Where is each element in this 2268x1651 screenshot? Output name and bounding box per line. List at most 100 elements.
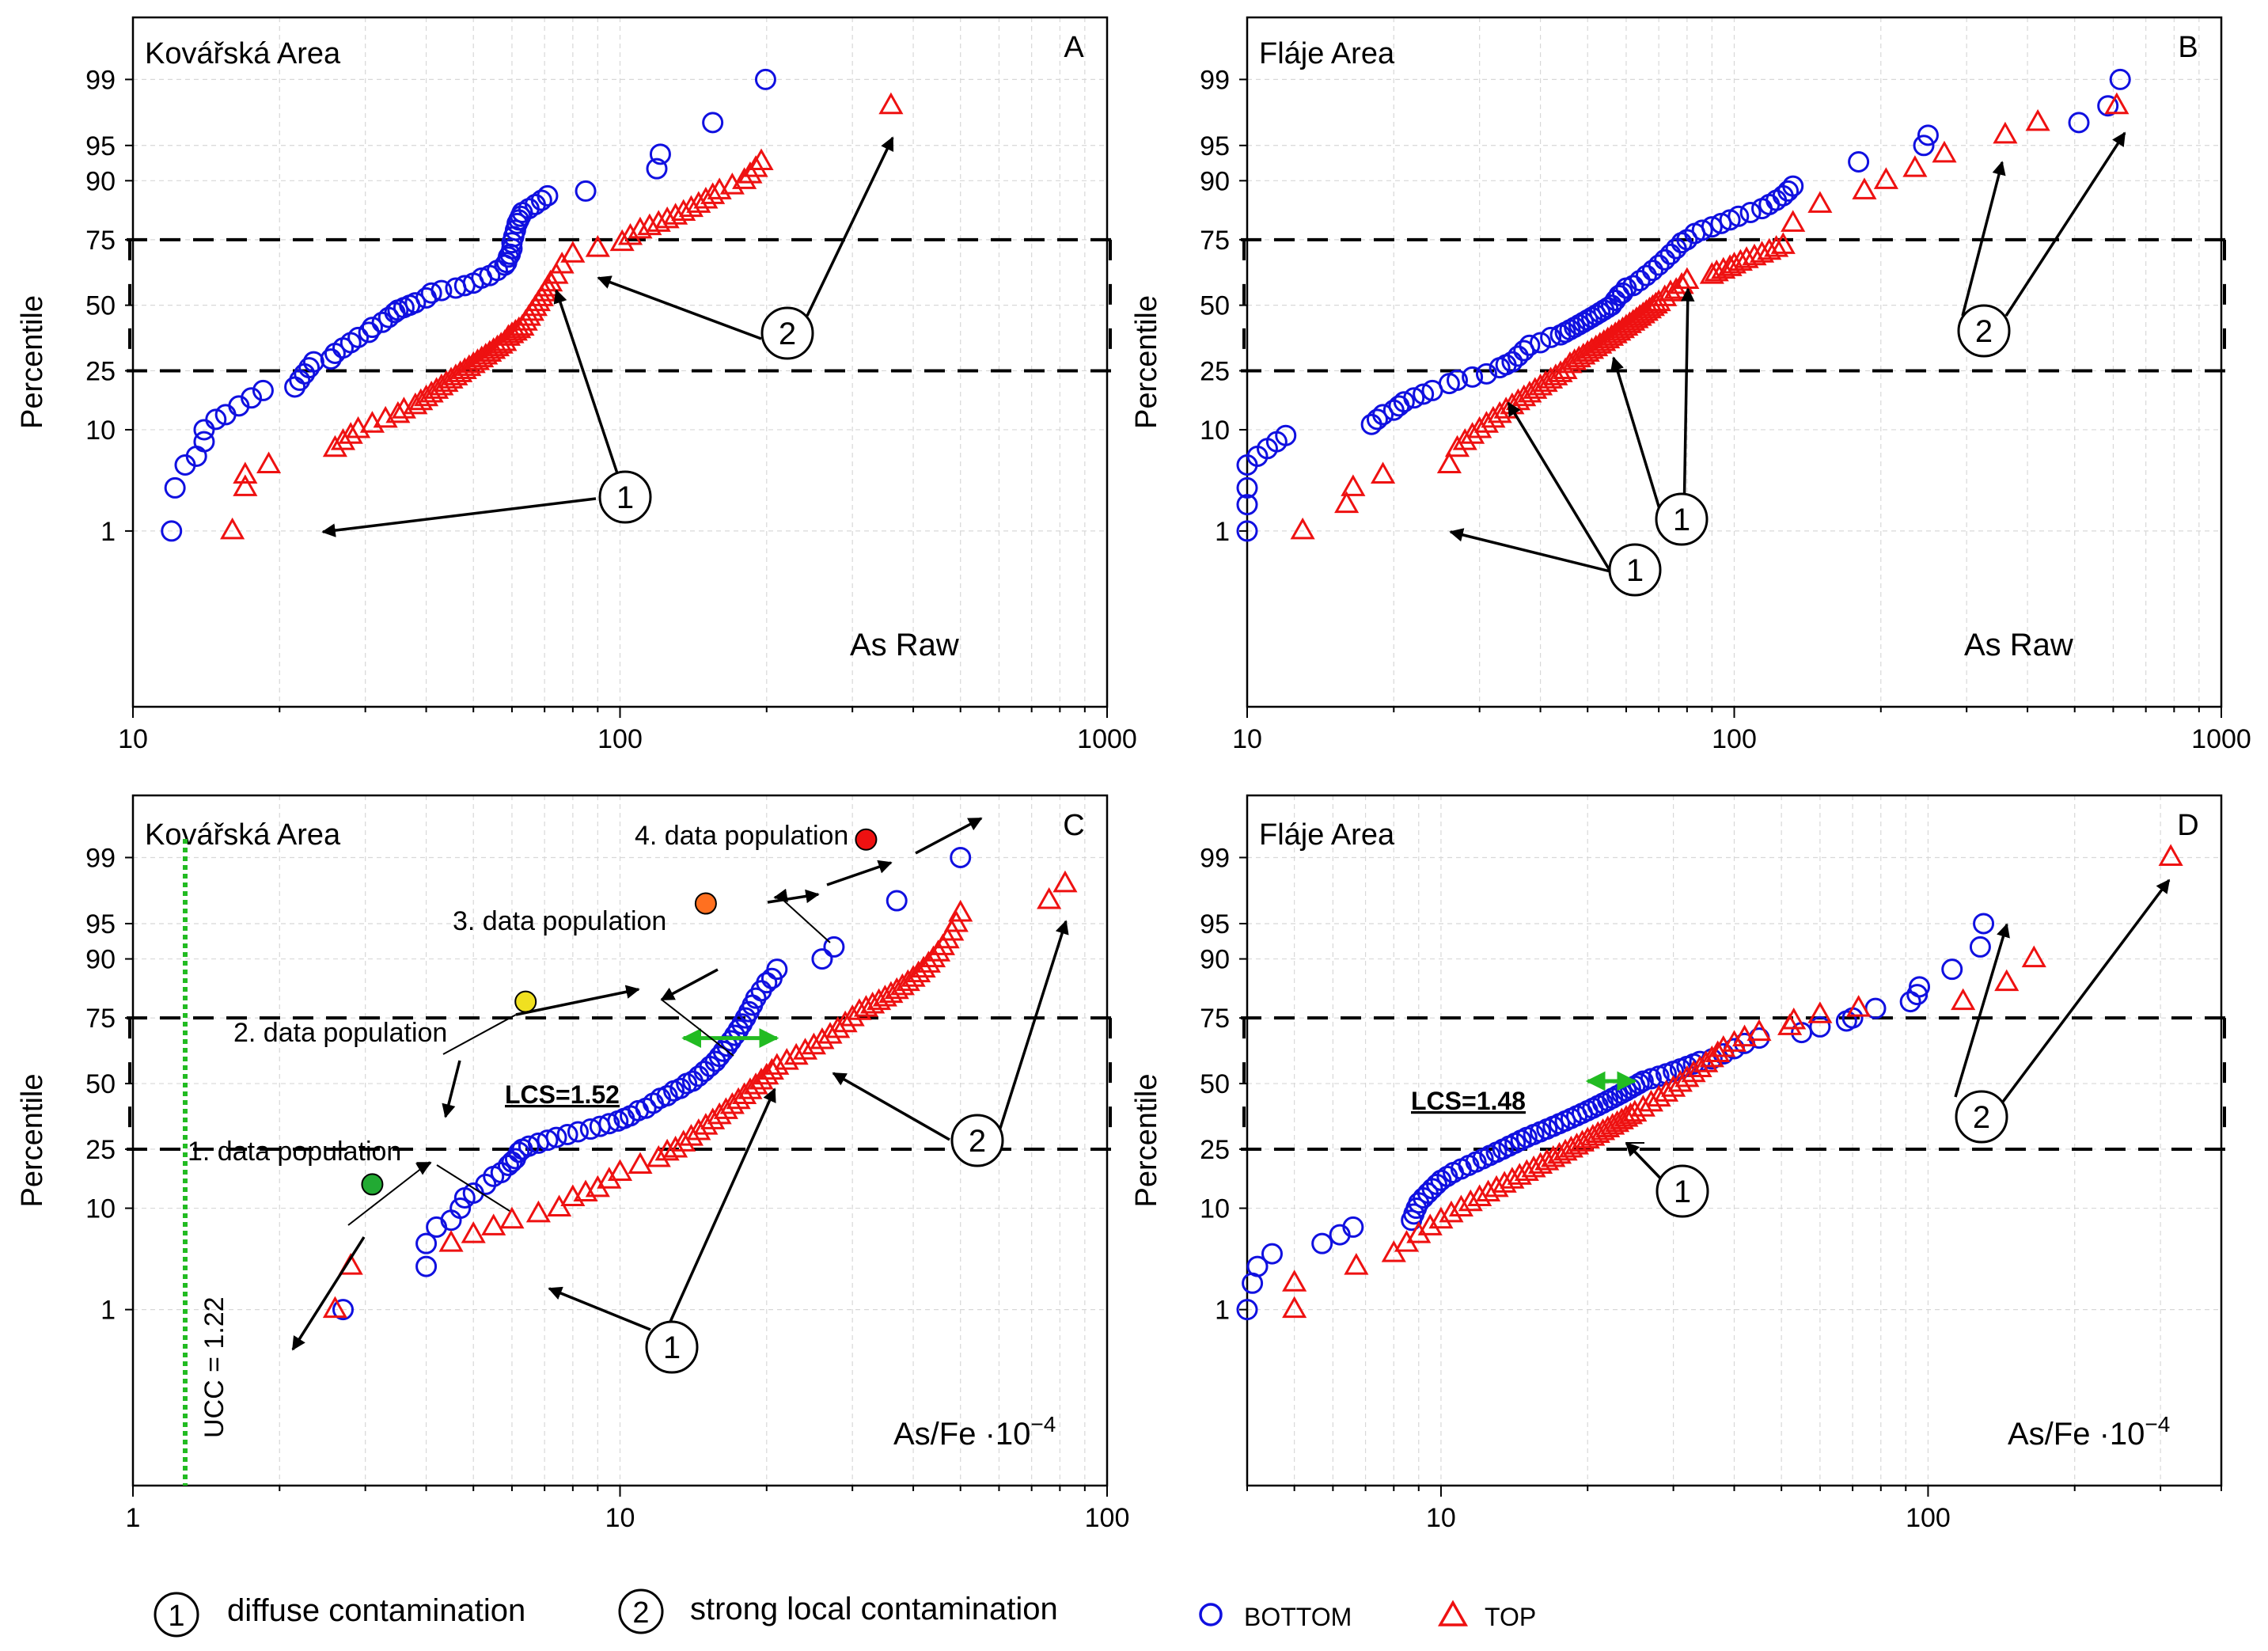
bottom-point [1597, 297, 1619, 319]
top-point [233, 474, 258, 496]
bottom-point [1909, 976, 1931, 998]
top-point [461, 1221, 486, 1243]
y-tick-label: 90 [1200, 945, 1230, 975]
top-point [1781, 1007, 1807, 1030]
top-point [481, 1213, 506, 1235]
top-point [916, 951, 941, 973]
bottom-point [1360, 413, 1382, 435]
top-point [1448, 1194, 1473, 1217]
top-point [878, 981, 904, 1004]
y-tick-label: 10 [1200, 416, 1230, 446]
top-point [663, 1135, 688, 1158]
bottom-point [404, 292, 427, 314]
top-point [1282, 1270, 1307, 1292]
y-tick-label: 90 [85, 945, 116, 975]
bottom-point [497, 1154, 519, 1176]
top-point [547, 1194, 572, 1217]
bottom-point [302, 351, 324, 373]
top-point [783, 1042, 809, 1065]
top-point [1517, 380, 1542, 403]
top-point [1417, 1213, 1443, 1235]
top-point [438, 1230, 464, 1252]
callout-number-1: 1 [663, 1330, 681, 1365]
callout-circle-1 [1608, 543, 1662, 597]
top-point [1658, 279, 1683, 302]
top-point [408, 388, 434, 411]
annotation-arrow [915, 817, 983, 855]
top-point [1439, 1200, 1464, 1223]
bottom-point [475, 1173, 497, 1195]
top-point [792, 1038, 818, 1060]
x-tick-label: 1000 [2191, 724, 2251, 754]
top-point [1370, 461, 1396, 484]
bottom-point [649, 143, 671, 165]
callout-number-2: 2 [1975, 314, 1993, 349]
y-tick-label: 90 [1200, 166, 1230, 196]
y-tick-label: 99 [1200, 843, 1230, 873]
y-tick-label: 95 [85, 131, 116, 161]
panel-a: 10 100 1000 1 10 25 50 75 90 95 99 Percentile Kovářs… [16, 16, 1137, 754]
population-label-1: 1. data population [188, 1137, 401, 1167]
annotation-line [442, 1014, 517, 1055]
bottom-point [702, 112, 724, 134]
y-tick-label: 99 [1200, 65, 1230, 95]
bottom-point [556, 1124, 578, 1146]
series-top [322, 870, 1078, 1319]
y-tick-label: 95 [1200, 909, 1230, 939]
top-point [585, 235, 610, 257]
bottom-point [1462, 366, 1484, 388]
top-point [700, 1107, 726, 1129]
top-point [872, 985, 897, 1007]
callout-circle-2 [1957, 304, 2011, 358]
top-point [2021, 945, 2046, 968]
top-point [1541, 1144, 1566, 1167]
x-tick-label: 10 [605, 1503, 635, 1533]
top-point [911, 955, 936, 978]
bottom-point [252, 379, 274, 401]
top-point [1290, 517, 1315, 540]
top-point [1807, 191, 1833, 213]
annotation-arrow [1610, 356, 1664, 520]
top-point [860, 991, 886, 1014]
lcs-label: LCS=1.52 [505, 1080, 620, 1109]
top-point [538, 269, 563, 292]
top-point [646, 210, 671, 232]
annotation-arrow [806, 136, 894, 317]
annotation-arrow [1449, 528, 1611, 573]
top-point [1699, 262, 1724, 284]
x-tick-label: 100 [597, 724, 643, 754]
x-tick-label: 10 [118, 724, 148, 754]
top-point [609, 229, 635, 252]
top-point [1344, 1253, 1369, 1275]
bottom-point [1913, 135, 1935, 157]
top-point [1994, 969, 2020, 992]
measure-label: As Raw [850, 628, 959, 662]
top-point [774, 1048, 799, 1070]
y-axis-label: Percentile [1130, 1074, 1163, 1208]
bottom-point [1728, 205, 1750, 227]
top-point [1742, 243, 1767, 266]
annotation-arrow [767, 889, 820, 904]
top-point [385, 400, 411, 423]
x-tick-label: 10 [1232, 724, 1262, 754]
top-point [1282, 1296, 1307, 1319]
annotation-arrow [1954, 923, 2010, 1098]
bottom-point [347, 326, 370, 348]
top-point [1652, 284, 1678, 306]
top-point [256, 451, 282, 474]
bottom-point [1777, 180, 1800, 202]
top-point [878, 92, 904, 115]
top-point [1553, 1138, 1578, 1161]
y-tick-label: 25 [1200, 1135, 1230, 1165]
legend-callout-1-number: 1 [168, 1600, 184, 1633]
top-point [810, 1027, 835, 1049]
top-point [2025, 108, 2050, 131]
top-point [948, 899, 973, 922]
bottom-point [823, 936, 845, 958]
annotation-line [436, 1164, 510, 1212]
bottom-point [1261, 1243, 1283, 1265]
top-point [322, 1296, 347, 1319]
top-point [2104, 92, 2130, 115]
annotation-arrow [996, 920, 1069, 1139]
top-point [2158, 844, 2183, 866]
